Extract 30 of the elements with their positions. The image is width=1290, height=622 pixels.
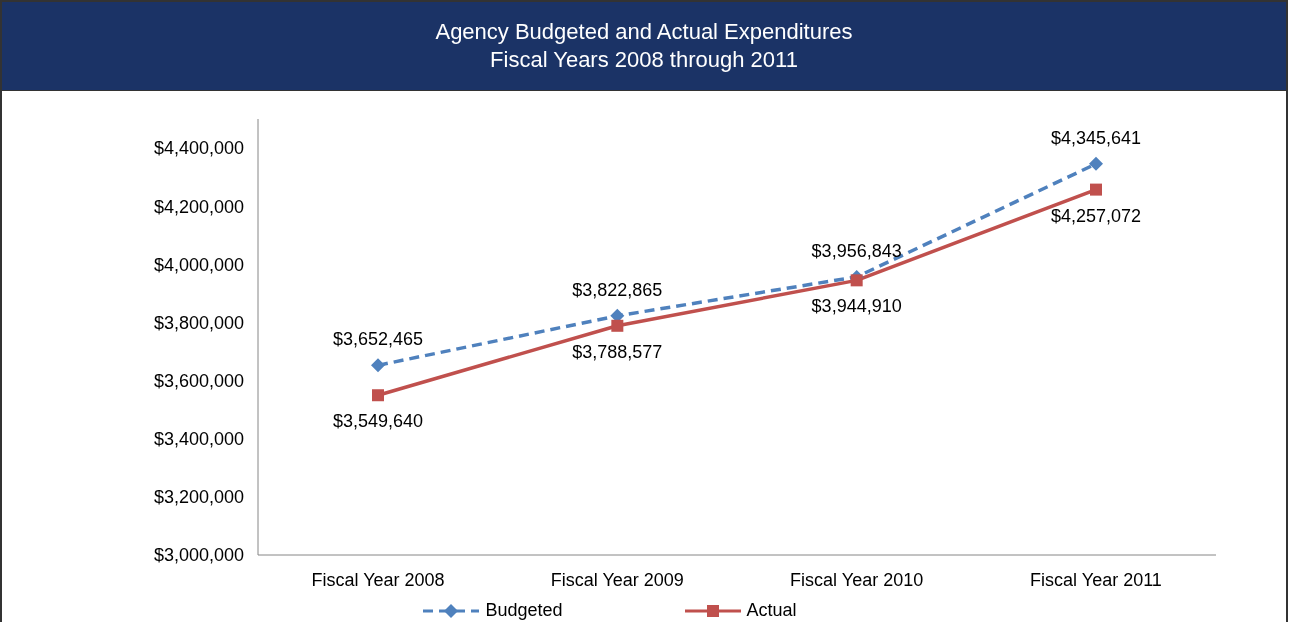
y-tick-label: $3,200,000	[153, 487, 244, 508]
data-label: $3,956,843	[811, 240, 902, 261]
y-tick-label: $4,400,000	[153, 138, 244, 159]
data-label: $4,257,072	[1050, 205, 1142, 226]
data-label: $4,345,641	[1050, 127, 1142, 148]
chart-title: Agency Budgeted and Actual Expenditures	[434, 18, 854, 46]
point	[371, 358, 385, 373]
data-label: $3,822,865	[572, 279, 663, 300]
chart-subtitle: Fiscal Years 2008 through 2011	[489, 46, 799, 74]
data-label: $3,652,465	[332, 329, 424, 350]
legend-label: Actual	[746, 600, 797, 621]
point	[1089, 156, 1103, 171]
y-tick-label: $3,800,000	[153, 312, 244, 333]
point	[1090, 183, 1102, 196]
point	[372, 389, 384, 402]
data-label: $3,944,910	[811, 296, 902, 317]
y-tick-label: $3,000,000	[153, 545, 244, 566]
data-label: $3,549,640	[332, 411, 424, 432]
y-tick-label: $4,000,000	[153, 254, 244, 275]
y-tick-label: $4,200,000	[153, 196, 244, 217]
x-tick-label: Fiscal Year 2009	[550, 569, 684, 590]
x-tick-label: Fiscal Year 2008	[311, 569, 445, 590]
y-tick-label: $3,600,000	[153, 370, 244, 391]
data-label: $3,788,577	[572, 341, 663, 362]
y-tick-label: $3,400,000	[153, 429, 244, 450]
point	[611, 319, 624, 332]
x-tick-label: Fiscal Year 2011	[1030, 569, 1162, 590]
legend-label: Budgeted	[485, 600, 563, 621]
point	[850, 274, 863, 287]
x-tick-label: Fiscal Year 2010	[790, 569, 924, 590]
